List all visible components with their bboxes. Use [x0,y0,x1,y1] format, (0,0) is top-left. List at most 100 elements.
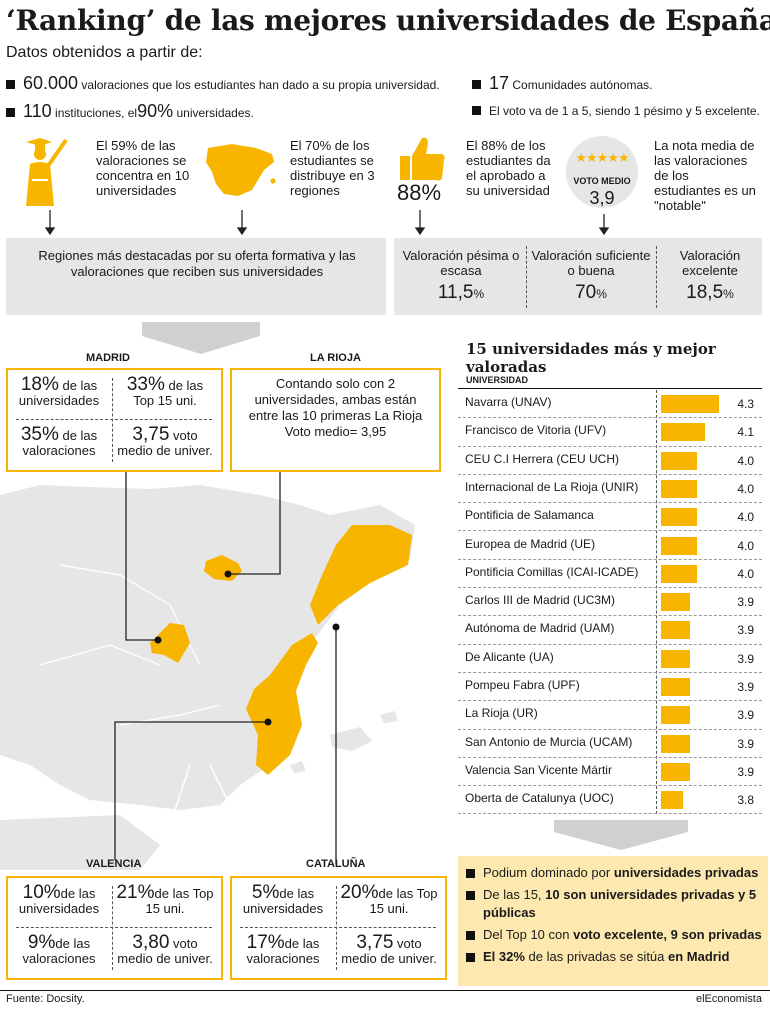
stat-88-figure: 88% [397,180,442,205]
chart-row: Pontificia de Salamanca 4.0 [458,503,762,532]
ratings-divider [526,246,527,308]
chart-bar [661,451,698,470]
chart-value-label: 4.0 [737,566,754,581]
chart-category-label: Internacional de La Rioja (UNIR) [465,479,639,494]
chart-column-header: UNIVERSIDAD [466,375,529,385]
chart-bar [661,791,683,810]
vote-value: 3,9 [589,188,615,208]
chart-bar [661,734,690,753]
regions-box-text: Regiones más destacadas por su oferta fo… [38,248,356,279]
cataluna-box [230,876,447,980]
chart-header-rule [458,388,762,389]
larioja-label: LA RIOJA [310,352,361,364]
footer-source: Fuente: Docsity. [6,993,85,1005]
stat-notable-text: La nota media de las valoraciones de los… [654,138,756,213]
chart-category-label: Europea de Madrid (UE) [465,536,596,551]
madrid-voto: 3,75 voto medio de univer. [117,424,213,458]
stat-70-text: El 70% de los estudiantes se distribuye … [290,138,375,198]
graduate-icon [26,138,68,206]
cataluna-voto: 3,75 voto medio de univer. [341,932,437,966]
madrid-label: MADRID [86,352,130,364]
chart-row: Internacional de La Rioja (UNIR) 4.0 [458,475,762,504]
conclusion-item: De las 15, 10 son universidades privadas… [466,886,762,922]
madrid-top15: 33% de las Top 15 uni. [126,374,204,408]
rating-pesima-value: 11,5% [437,282,485,303]
chart-row: Carlos III de Madrid (UC3M) 3.9 [458,588,762,617]
vote-label: VOTO MEDIO [573,176,631,186]
bullet-square [6,80,15,89]
stat-59-text: El 59% de las valoraciones se concentra … [96,138,190,198]
chart-bar [661,508,698,527]
chart-value-label: 4.0 [737,510,754,525]
chart-value-label: 4.0 [737,538,754,553]
chart-bar [661,621,690,640]
chart-category-label: San Antonio de Murcia (UCAM) [465,734,633,749]
rating-excelente-value: 18,5% [686,282,734,303]
valencia-divider-h [16,927,212,928]
stars-icon: ★★★★★ [575,150,629,165]
stat-88-text: El 88% de los estudiantes da el aprobado… [466,138,551,198]
cataluna-label: CATALUÑA [306,858,366,870]
connector-lines [114,466,340,864]
page-title: ‘Ranking’ de las mejores universidades d… [6,4,770,37]
chart-row: Pompeu Fabra (UPF) 3.9 [458,673,762,702]
chart-bar [661,593,690,612]
bullet-square [472,80,481,89]
chart-value-label: 3.9 [737,680,754,694]
spain-map [0,485,415,870]
stat-arrows [44,210,610,236]
madrid-divider-v [112,378,113,462]
chart-row: Autónoma de Madrid (UAM) 3.9 [458,616,762,645]
chart-value-label: 3.9 [737,623,754,638]
chart-bar [661,536,698,555]
footer-rule [0,990,770,991]
chart-value-label: 3.9 [737,651,754,666]
madrid-box [6,368,223,472]
fact-instituciones: 110 instituciones, el 90% universidades. [6,101,254,122]
chart-row: CEU C.I Herrera (CEU UCH) 4.0 [458,447,762,475]
chart-row: De Alicante (UA) 3.9 [458,645,762,673]
rating-suficiente-value: 70% [575,282,607,303]
larioja-box [230,368,441,472]
chart-row: La Rioja (UR) 3.9 [458,701,762,730]
chart-value-label: 4.0 [737,481,754,496]
chart-value-label: 3.9 [737,595,754,610]
rating-pesima-label: Valoración pésima o escasa [402,248,520,278]
chart-value-label: 3.9 [737,736,754,751]
chart-value-label: 3.8 [737,793,754,808]
valencia-label: VALENCIA [86,858,142,870]
chart-row: Pontificia Comillas (ICAI-ICADE) 4.0 [458,560,762,589]
ratings-box [394,238,762,315]
madrid-valoraciones: 35% de las valoraciones [20,424,98,458]
chart-value-label: 3.9 [737,708,754,723]
cataluna-divider-h [240,927,436,928]
rating-excelente-label: Valoración excelente [679,248,741,278]
regions-box [6,238,386,315]
chart-category-label: Francisco de Vitoria (UFV) [465,423,607,438]
madrid-divider-h [16,419,212,420]
chart-row: Francisco de Vitoria (UFV) 4.1 [458,418,762,447]
chart-bar [661,706,690,725]
down-arrow-icon [142,322,260,354]
cataluna-divider-v [336,886,337,970]
spain-map-icon [206,144,276,196]
thumbs-up-icon [400,137,445,181]
conclusions-box [458,856,768,986]
valencia-universidades: 10%de las universidades [18,882,100,916]
chart-bar [661,479,698,498]
chart-bar [661,395,719,413]
footer-brand: elEconomista [695,993,762,1005]
chart-row: Europea de Madrid (UE) 4.0 [458,532,762,560]
chart-category-label: Carlos III de Madrid (UC3M) [465,593,616,608]
chart-category-label: La Rioja (UR) [465,706,538,721]
madrid-universidades: 18% de las universidades [18,374,100,408]
chart-bar [661,423,705,442]
vote-circle [566,136,638,208]
chart-row: Navarra (UNAV) 4.3 [458,390,762,419]
fact-valoraciones: 60.000 valoraciones que los estudiantes … [6,73,440,94]
chart-axis-divider [656,390,657,814]
conclusions-list: Podium dominado por universidades privad… [466,864,762,966]
valencia-valoraciones: 9%de las valoraciones [22,932,96,966]
chart-value-label: 4.0 [737,453,754,468]
chart-category-label: CEU C.I Herrera (CEU UCH) [465,451,620,466]
